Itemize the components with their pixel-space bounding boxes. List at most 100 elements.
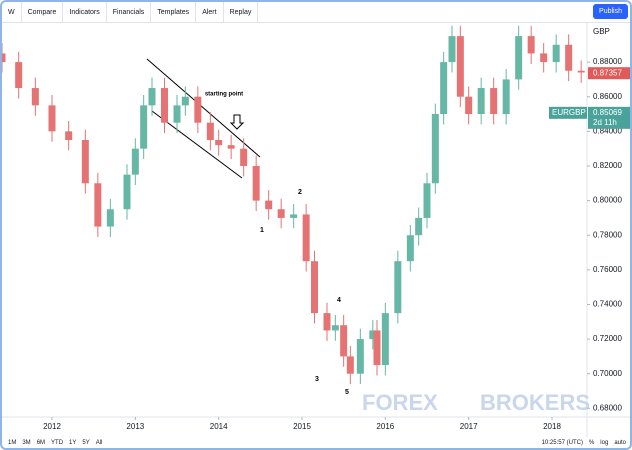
bottom-bar: 1M 3M 6M YTD 1Y 5Y All 10:25:57 (UTC) % … [2, 438, 630, 448]
y-tick-label: 0.70000 [593, 369, 622, 378]
candle-body [227, 145, 235, 149]
y-tick-label: 0.82000 [593, 161, 622, 170]
candle-body [340, 325, 348, 357]
x-tick-label: 2014 [210, 422, 228, 431]
candle-body [477, 88, 485, 115]
candle-body [206, 122, 214, 140]
candle-body [394, 261, 402, 314]
range-button[interactable]: 1M [8, 440, 17, 446]
watermark: BROKERS [480, 390, 590, 415]
last-price-label: 0.87357 [593, 68, 622, 77]
candle-body [440, 62, 448, 115]
candle-body [381, 313, 389, 366]
publish-button[interactable]: Publish [593, 4, 628, 19]
chart: FOREX BROKERS 0.68000 0.70000 0.72000 0.74000… [2, 23, 630, 437]
range-button[interactable]: 5Y [82, 440, 90, 446]
candle-body [131, 148, 139, 175]
candle-body [456, 36, 464, 97]
annotation: 2 [298, 189, 302, 196]
toolbar-button[interactable]: Replay [224, 2, 259, 22]
candle-body [515, 36, 523, 80]
y-tick-label: 0.84000 [593, 126, 622, 135]
range-button[interactable]: 1Y [69, 440, 77, 446]
candle-body [490, 88, 498, 115]
candle-body [415, 217, 423, 236]
y-tick-label: 0.76000 [593, 265, 622, 274]
candle-body [277, 209, 285, 218]
clock: 10:25:57 (UTC) [541, 440, 583, 446]
candle-body [106, 209, 114, 227]
last-price-tag [588, 67, 630, 80]
candle-body [123, 174, 131, 210]
candle-body [527, 36, 535, 54]
x-tick-label: 2013 [126, 422, 144, 431]
candle-body [406, 235, 414, 262]
candle-body [140, 105, 148, 149]
candle-body [448, 36, 456, 63]
candle-body [346, 356, 354, 374]
annotation: 5 [345, 389, 349, 396]
range-button[interactable]: All [95, 440, 103, 446]
candle-body [161, 88, 168, 123]
toolbar: W Compare Indicators Financials Template… [2, 2, 630, 23]
candle-body [577, 70, 585, 73]
symbol-price-label: 0.85069 [593, 108, 622, 117]
candle-body [31, 88, 39, 106]
candle-body [194, 96, 202, 123]
candle-body [565, 44, 573, 71]
y-tick-label: 0.68000 [593, 403, 622, 412]
y-tick-label: 0.78000 [593, 230, 622, 239]
countdown-label: 2d 11h [593, 118, 617, 127]
x-tick-label: 2017 [460, 422, 478, 431]
toolbar-button[interactable]: Alert [196, 2, 224, 22]
candle-body [502, 79, 510, 115]
scale-option[interactable]: log [600, 440, 609, 446]
candle-body [331, 325, 339, 331]
candle-body [552, 44, 560, 63]
scale-option[interactable]: auto [614, 440, 626, 446]
candle-body [94, 183, 102, 227]
y-tick-label: 0.88000 [593, 57, 622, 66]
candle-body [240, 148, 248, 166]
candle-body [356, 339, 364, 374]
interval-button[interactable]: W [2, 2, 22, 22]
x-tick-label: 2016 [376, 422, 394, 431]
toolbar-button[interactable]: Templates [151, 2, 197, 22]
range-button[interactable]: 3M [22, 440, 31, 446]
candle-body [173, 105, 181, 123]
candle-body [302, 214, 310, 262]
candle-body [323, 313, 331, 331]
y-tick-label: 0.72000 [593, 334, 622, 343]
candle-body [65, 131, 73, 140]
candle-body [2, 53, 6, 63]
watermark: FOREX [362, 390, 438, 415]
annotation: 4 [337, 297, 341, 304]
y-tick-label: 0.86000 [593, 92, 622, 101]
toolbar-button[interactable]: Financials [107, 2, 152, 22]
currency-label: GBP [593, 27, 610, 36]
range-button[interactable]: YTD [51, 440, 64, 446]
range-button[interactable]: 6M [36, 440, 46, 446]
candle-body [373, 330, 381, 366]
candle-body [181, 96, 189, 106]
candle-body [215, 139, 223, 146]
trend-line [146, 58, 261, 158]
candle-body [465, 96, 473, 115]
candle-body [48, 105, 56, 132]
candle-body [252, 165, 260, 201]
candle-body [311, 261, 318, 314]
annotation: 1 [260, 227, 264, 234]
candle-body [369, 330, 377, 340]
scale-option[interactable]: % [588, 440, 595, 446]
symbol-price-tag [588, 106, 630, 129]
toolbar-button[interactable]: Indicators [63, 2, 107, 22]
symbol-tag [549, 106, 587, 119]
toolbar-button[interactable]: Compare [22, 2, 64, 22]
y-tick-label: 0.80000 [593, 196, 622, 205]
x-tick-label: 2018 [543, 422, 561, 431]
annotation: 3 [315, 376, 319, 383]
candle-body [431, 114, 439, 184]
candle-body [290, 214, 298, 218]
candle-body [540, 53, 548, 63]
